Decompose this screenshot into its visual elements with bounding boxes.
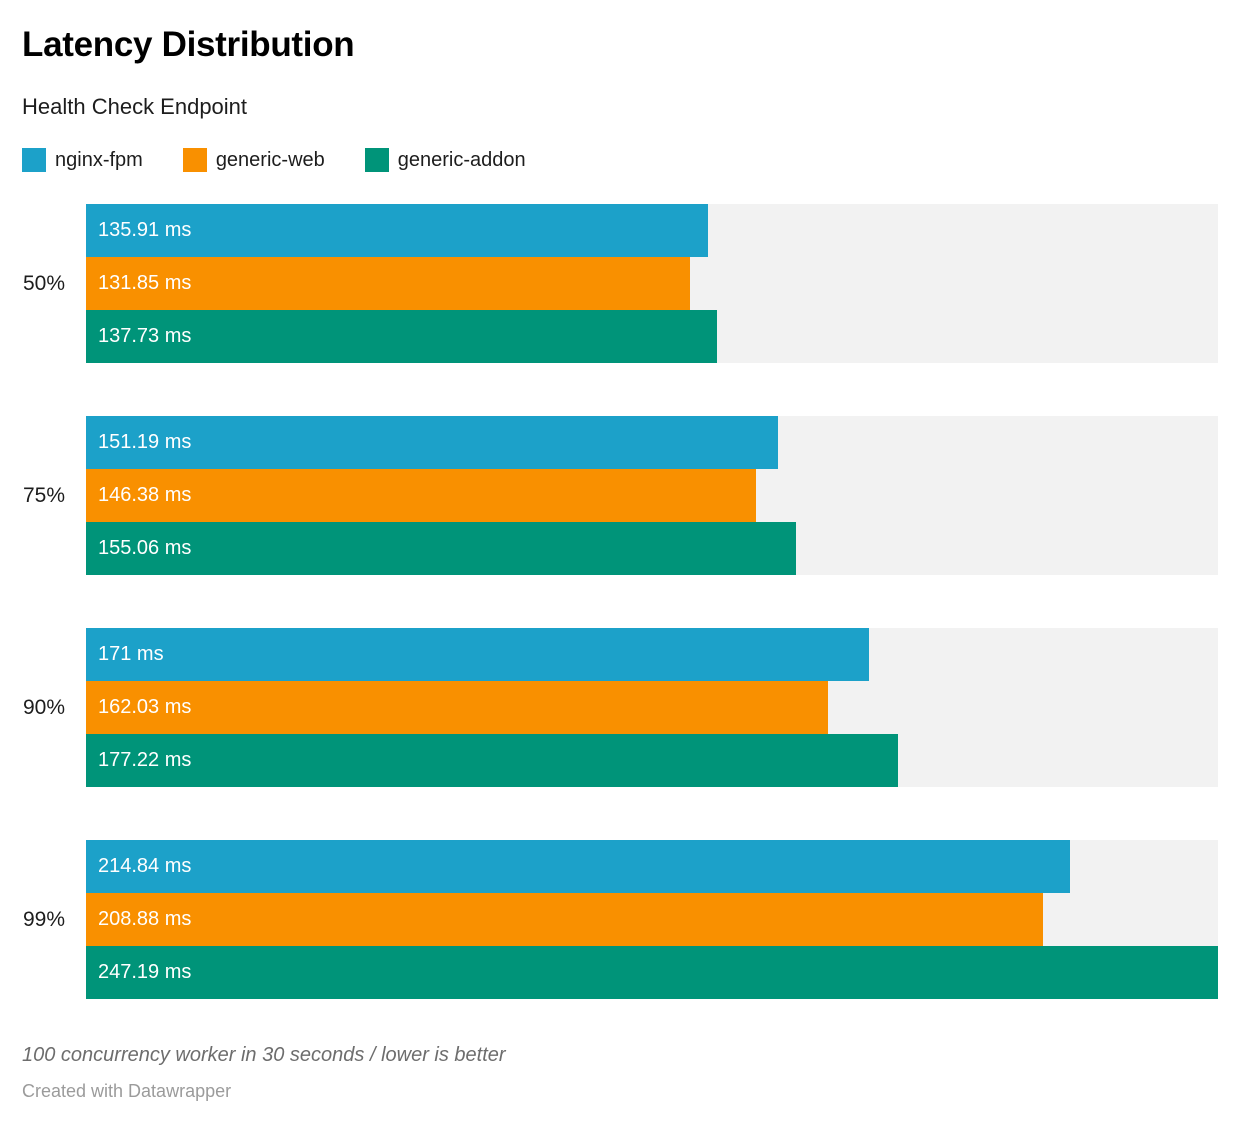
bar-value-label: 155.06 ms xyxy=(98,537,192,559)
legend-item-generic-addon: generic-addon xyxy=(364,148,526,172)
group-label: 75% xyxy=(22,483,65,507)
bar-nginx-fpm: 214.84 ms xyxy=(86,840,1070,893)
bar-value-label: 214.84 ms xyxy=(98,855,192,877)
bar-track: 151.19 ms 146.38 ms 155.06 ms xyxy=(86,416,1218,575)
page-title: Latency Distribution xyxy=(22,25,355,64)
bar-track: 214.84 ms 208.88 ms 247.19 ms xyxy=(86,840,1218,999)
legend: nginx-fpm generic-web generic-addon xyxy=(22,148,1218,172)
bar-generic-addon: 137.73 ms xyxy=(86,310,717,363)
bar-generic-web: 208.88 ms xyxy=(86,893,1043,946)
legend-item-generic-web: generic-web xyxy=(182,148,325,172)
bar-value-label: 146.38 ms xyxy=(98,484,192,506)
bar-generic-web: 131.85 ms xyxy=(86,257,690,310)
bar-value-label: 137.73 ms xyxy=(98,325,192,347)
percentile-group-90pct: 90% 171 ms 162.03 ms 177.22 ms xyxy=(22,628,1218,787)
bar-nginx-fpm: 151.19 ms xyxy=(86,416,779,469)
bar-value-label: 171 ms xyxy=(98,643,164,665)
bar-generic-addon: 247.19 ms xyxy=(86,946,1218,999)
bar-value-label: 131.85 ms xyxy=(98,272,192,294)
bar-generic-addon: 155.06 ms xyxy=(86,522,797,575)
group-label: 99% xyxy=(22,907,65,931)
bar-value-label: 162.03 ms xyxy=(98,696,192,718)
bar-track: 135.91 ms 131.85 ms 137.73 ms xyxy=(86,204,1218,363)
bar-nginx-fpm: 135.91 ms xyxy=(86,204,709,257)
legend-swatch-icon xyxy=(364,148,389,172)
legend-label: generic-web xyxy=(215,149,325,171)
bar-value-label: 247.19 ms xyxy=(98,961,192,983)
group-label: 50% xyxy=(22,271,65,295)
legend-label: nginx-fpm xyxy=(55,149,143,171)
page-subtitle: Health Check Endpoint xyxy=(22,94,248,119)
percentile-group-50pct: 50% 135.91 ms 131.85 ms 137.73 ms xyxy=(22,204,1218,363)
datawrapper-attribution-link[interactable]: Created with Datawrapper xyxy=(22,1081,232,1101)
bar-value-label: 208.88 ms xyxy=(98,908,192,930)
bar-nginx-fpm: 171 ms xyxy=(86,628,870,681)
legend-label: generic-addon xyxy=(397,149,526,171)
bar-generic-addon: 177.22 ms xyxy=(86,734,898,787)
legend-swatch-icon xyxy=(182,148,207,172)
group-label: 90% xyxy=(22,695,65,719)
bar-track: 171 ms 162.03 ms 177.22 ms xyxy=(86,628,1218,787)
bar-generic-web: 146.38 ms xyxy=(86,469,757,522)
bar-value-label: 135.91 ms xyxy=(98,219,192,241)
percentile-group-75pct: 75% 151.19 ms 146.38 ms 155.06 ms xyxy=(22,416,1218,575)
bar-value-label: 151.19 ms xyxy=(98,431,192,453)
chart: 50% 135.91 ms 131.85 ms 137.73 ms 75% 151.19 … xyxy=(22,204,1218,999)
percentile-group-99pct: 99% 214.84 ms 208.88 ms 247.19 ms xyxy=(22,840,1218,999)
bar-generic-web: 162.03 ms xyxy=(86,681,828,734)
bar-value-label: 177.22 ms xyxy=(98,749,192,771)
legend-swatch-icon xyxy=(22,148,46,172)
legend-item-nginx-fpm: nginx-fpm xyxy=(22,148,143,172)
footer-note: 100 concurrency worker in 30 seconds / l… xyxy=(22,1044,506,1066)
